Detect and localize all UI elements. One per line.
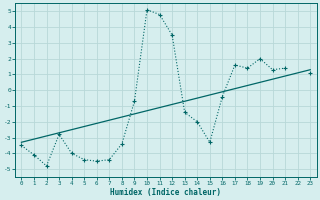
X-axis label: Humidex (Indice chaleur): Humidex (Indice chaleur) <box>110 188 221 197</box>
